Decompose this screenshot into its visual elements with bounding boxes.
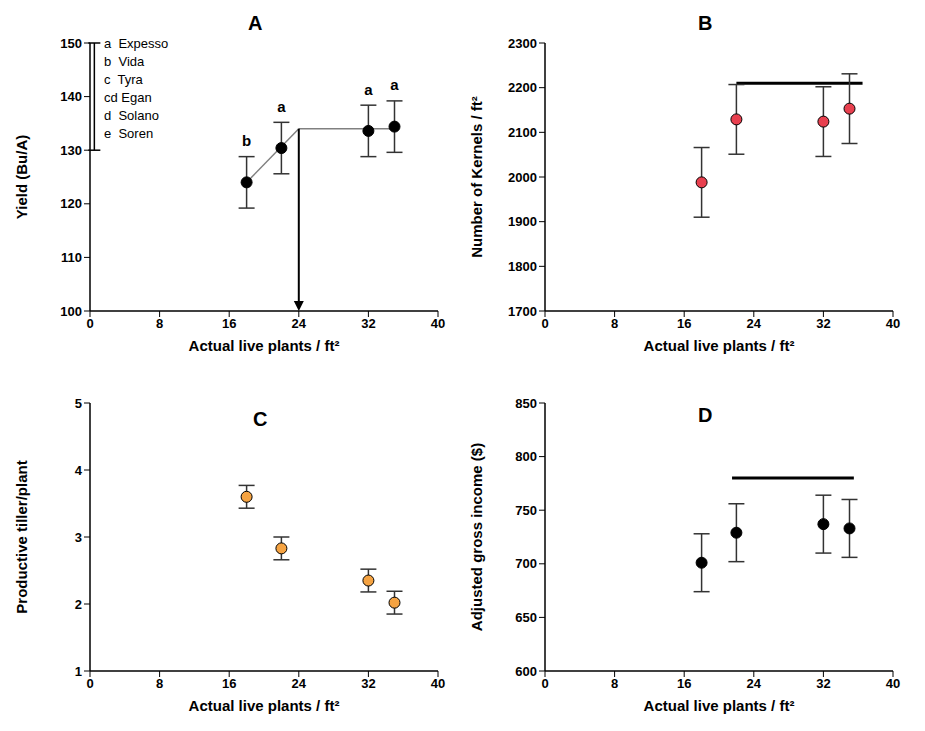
svg-text:2200: 2200 xyxy=(508,80,537,95)
svg-text:40: 40 xyxy=(886,676,900,691)
svg-text:1800: 1800 xyxy=(508,259,537,274)
svg-text:16: 16 xyxy=(677,316,691,331)
svg-text:Actual live plants / ft²: Actual live plants / ft² xyxy=(189,337,340,354)
svg-text:2000: 2000 xyxy=(508,170,537,185)
svg-text:a: a xyxy=(390,76,399,93)
svg-text:1: 1 xyxy=(75,664,82,679)
svg-text:Yield (Bu/A): Yield (Bu/A) xyxy=(13,135,30,219)
html-text:b Vida: b Vida xyxy=(104,54,145,69)
svg-text:8: 8 xyxy=(156,316,163,331)
svg-text:2: 2 xyxy=(75,597,82,612)
svg-text:0: 0 xyxy=(541,316,548,331)
svg-text:600: 600 xyxy=(515,664,537,679)
svg-text:8: 8 xyxy=(611,676,618,691)
svg-text:150: 150 xyxy=(60,36,82,51)
html-text:D: D xyxy=(698,404,713,426)
svg-text:Adjusted gross income ($): Adjusted gross income ($) xyxy=(468,443,485,631)
svg-text:3: 3 xyxy=(75,530,82,545)
svg-text:24: 24 xyxy=(747,676,762,691)
svg-text:32: 32 xyxy=(361,316,375,331)
svg-text:850: 850 xyxy=(515,396,537,411)
html-text:A: A xyxy=(248,12,263,34)
svg-text:2100: 2100 xyxy=(508,125,537,140)
svg-text:40: 40 xyxy=(886,316,900,331)
svg-text:650: 650 xyxy=(515,610,537,625)
svg-text:750: 750 xyxy=(515,503,537,518)
html-text:C: C xyxy=(253,408,268,430)
svg-text:Actual live plants / ft²: Actual live plants / ft² xyxy=(644,697,795,714)
svg-text:8: 8 xyxy=(156,676,163,691)
svg-text:8: 8 xyxy=(611,316,618,331)
svg-text:a: a xyxy=(277,98,286,115)
html-text:e Soren: e Soren xyxy=(104,126,154,141)
svg-text:110: 110 xyxy=(61,250,82,265)
svg-text:0: 0 xyxy=(86,676,93,691)
svg-text:Actual live plants / ft²: Actual live plants / ft² xyxy=(644,337,795,354)
svg-text:a: a xyxy=(364,81,373,98)
svg-text:40: 40 xyxy=(431,316,445,331)
svg-text:1900: 1900 xyxy=(508,214,537,229)
svg-text:1700: 1700 xyxy=(508,304,537,319)
svg-text:24: 24 xyxy=(292,316,307,331)
svg-text:100: 100 xyxy=(60,304,82,319)
html-text:c Tyra: c Tyra xyxy=(104,72,143,87)
svg-text:800: 800 xyxy=(515,449,537,464)
svg-text:120: 120 xyxy=(60,196,82,211)
svg-text:32: 32 xyxy=(816,676,830,691)
svg-text:b: b xyxy=(242,132,251,149)
svg-text:Number of Kernels / ft²: Number of Kernels / ft² xyxy=(468,96,485,258)
svg-text:4: 4 xyxy=(75,463,83,478)
svg-text:16: 16 xyxy=(222,316,236,331)
html-text:a Expesso: a Expesso xyxy=(104,36,169,51)
svg-text:24: 24 xyxy=(747,316,762,331)
svg-text:32: 32 xyxy=(361,676,375,691)
svg-text:40: 40 xyxy=(431,676,445,691)
svg-text:0: 0 xyxy=(541,676,548,691)
svg-text:130: 130 xyxy=(60,143,82,158)
svg-text:Actual live plants / ft²: Actual live plants / ft² xyxy=(189,697,340,714)
svg-text:16: 16 xyxy=(677,676,691,691)
svg-text:5: 5 xyxy=(75,396,82,411)
svg-text:24: 24 xyxy=(292,676,307,691)
html-text:d Solano: d Solano xyxy=(104,108,159,123)
svg-text:32: 32 xyxy=(816,316,830,331)
svg-text:140: 140 xyxy=(60,89,82,104)
svg-text:16: 16 xyxy=(222,676,236,691)
svg-text:2300: 2300 xyxy=(508,36,537,51)
html-text:B: B xyxy=(698,12,713,34)
svg-text:0: 0 xyxy=(86,316,93,331)
svg-text:700: 700 xyxy=(515,556,537,571)
html-text:cd Egan: cd Egan xyxy=(104,90,152,105)
svg-text:Productive tiller/plant: Productive tiller/plant xyxy=(13,460,30,613)
